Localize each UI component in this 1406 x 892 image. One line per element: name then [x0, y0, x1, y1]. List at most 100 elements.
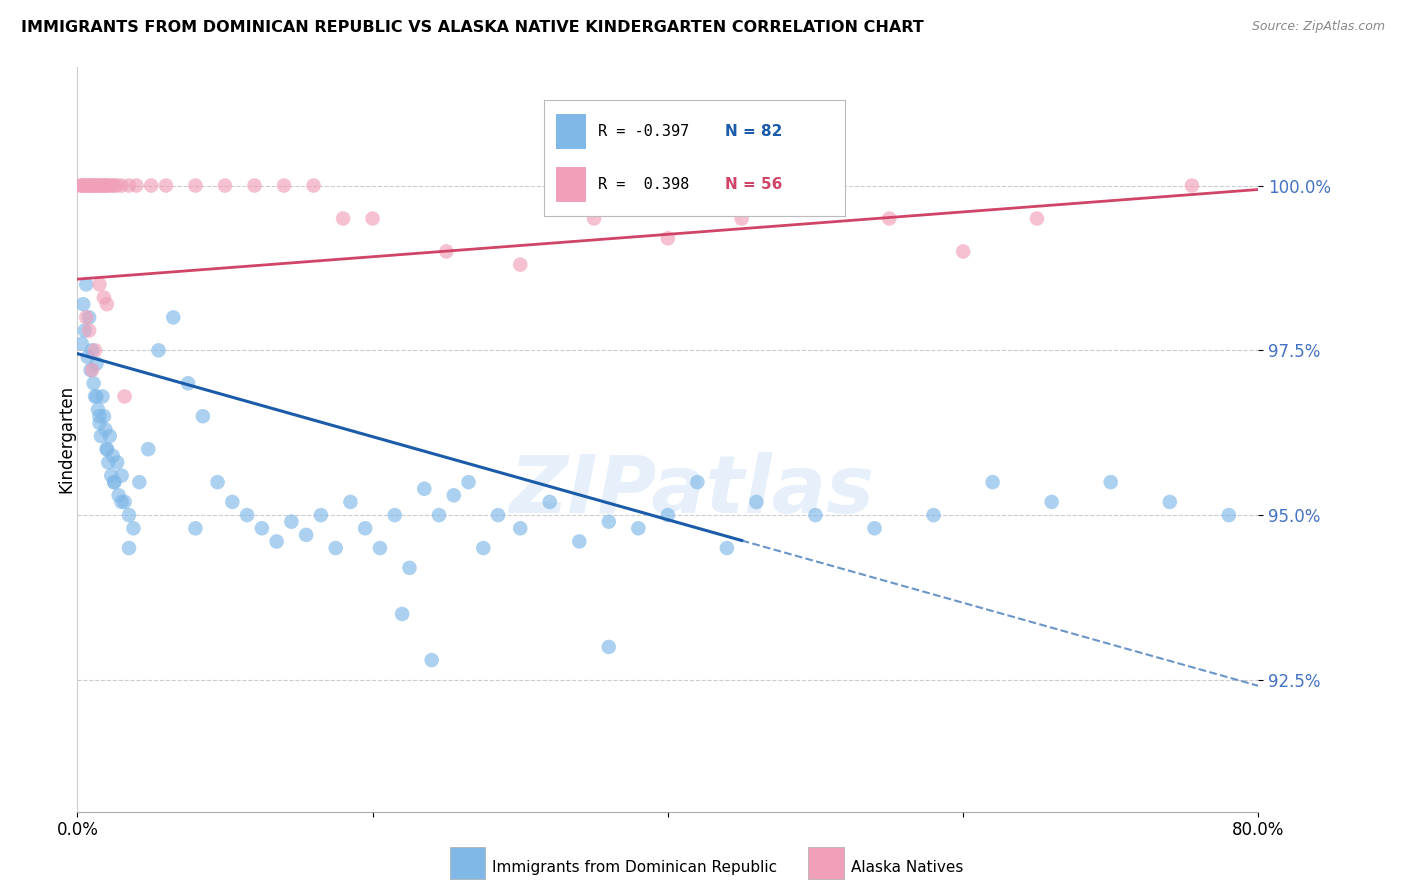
Text: ZIPatlas: ZIPatlas — [509, 452, 875, 531]
Point — [84, 343, 107, 358]
Point — [114, 389, 136, 403]
Point — [295, 528, 318, 542]
Point — [184, 178, 207, 193]
Point — [91, 178, 114, 193]
Point — [98, 178, 121, 193]
Point — [598, 515, 620, 529]
Point — [82, 178, 104, 193]
Point — [443, 488, 465, 502]
Point — [69, 178, 91, 193]
Point — [266, 534, 288, 549]
Point — [1099, 475, 1122, 490]
Point — [568, 534, 591, 549]
Point — [111, 468, 132, 483]
Point — [952, 244, 974, 259]
Point — [457, 475, 479, 490]
Point — [93, 178, 115, 193]
Point — [922, 508, 945, 522]
Point — [90, 178, 112, 193]
Point — [177, 376, 200, 391]
Point — [368, 541, 391, 555]
Point — [427, 508, 450, 522]
Point — [148, 343, 170, 358]
Y-axis label: Kindergarten: Kindergarten — [58, 385, 75, 493]
Point — [250, 521, 273, 535]
Point — [77, 310, 100, 325]
Point — [361, 211, 384, 226]
Point — [686, 475, 709, 490]
Point — [96, 442, 118, 457]
Point — [93, 409, 115, 424]
Point — [77, 178, 100, 193]
Point — [86, 178, 108, 193]
Text: Immigrants from Dominican Republic: Immigrants from Dominican Republic — [492, 860, 778, 874]
Point — [103, 475, 125, 490]
Point — [73, 178, 96, 193]
Point — [97, 455, 120, 469]
Point — [89, 409, 111, 424]
Point — [391, 607, 413, 621]
Point — [436, 244, 458, 259]
Point — [627, 521, 650, 535]
Point — [89, 178, 111, 193]
Point — [125, 178, 148, 193]
Text: Source: ZipAtlas.com: Source: ZipAtlas.com — [1251, 20, 1385, 33]
Point — [70, 336, 93, 351]
Point — [91, 389, 114, 403]
Point — [72, 178, 94, 193]
Point — [94, 178, 117, 193]
Point — [214, 178, 236, 193]
Point — [97, 178, 120, 193]
Point — [221, 495, 243, 509]
Point — [509, 521, 531, 535]
Point — [107, 488, 129, 502]
Point — [863, 521, 886, 535]
Point — [96, 178, 118, 193]
Point — [879, 211, 901, 226]
Point — [325, 541, 347, 555]
Point — [76, 350, 98, 364]
Point — [94, 422, 117, 436]
Point — [76, 178, 98, 193]
Point — [87, 178, 110, 193]
Point — [141, 178, 163, 193]
Point — [716, 541, 738, 555]
Point — [538, 495, 561, 509]
Point — [79, 363, 101, 377]
Point — [191, 409, 214, 424]
Point — [82, 178, 104, 193]
Point — [184, 521, 207, 535]
Point — [243, 178, 266, 193]
Point — [70, 178, 93, 193]
Point — [486, 508, 509, 522]
Point — [84, 178, 107, 193]
Point — [1218, 508, 1240, 522]
Point — [162, 310, 184, 325]
Point — [128, 475, 150, 490]
Point — [87, 402, 110, 417]
Point — [731, 211, 754, 226]
Point — [83, 376, 105, 391]
Point — [75, 310, 97, 325]
Point — [804, 192, 827, 206]
Point — [75, 277, 97, 292]
Point — [384, 508, 406, 522]
Point — [73, 324, 96, 338]
Point — [354, 521, 377, 535]
Point — [136, 442, 159, 457]
Point — [273, 178, 295, 193]
Point — [1026, 211, 1049, 226]
Point — [1181, 178, 1204, 193]
Point — [118, 178, 141, 193]
Point — [1159, 495, 1181, 509]
Point — [83, 178, 105, 193]
Point — [100, 468, 122, 483]
Point — [103, 475, 125, 490]
Point — [598, 640, 620, 654]
Point — [332, 211, 354, 226]
Point — [101, 449, 124, 463]
Point — [413, 482, 436, 496]
Point — [509, 258, 531, 272]
Point — [96, 442, 118, 457]
Point — [105, 178, 128, 193]
